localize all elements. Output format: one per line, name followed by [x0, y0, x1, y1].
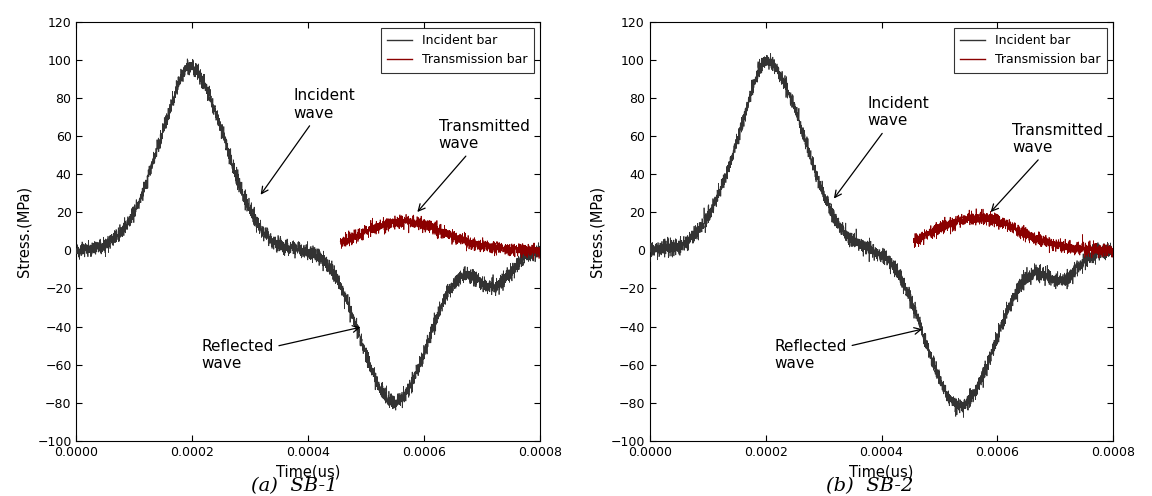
- Text: (b)  SB-2: (b) SB-2: [826, 477, 914, 495]
- Text: Incident
wave: Incident wave: [835, 96, 929, 197]
- Text: Transmitted
wave: Transmitted wave: [418, 119, 530, 211]
- Text: Reflected
wave: Reflected wave: [202, 326, 359, 372]
- Text: Transmitted
wave: Transmitted wave: [992, 123, 1102, 211]
- X-axis label: Time(us): Time(us): [276, 464, 341, 479]
- Text: Incident
wave: Incident wave: [262, 88, 356, 193]
- Y-axis label: Stress.(MPa): Stress.(MPa): [16, 186, 31, 277]
- Text: (a)  SB-1: (a) SB-1: [250, 477, 338, 495]
- Legend: Incident bar, Transmission bar: Incident bar, Transmission bar: [381, 28, 533, 73]
- Text: Reflected
wave: Reflected wave: [774, 328, 920, 372]
- X-axis label: Time(us): Time(us): [849, 464, 914, 479]
- Legend: Incident bar, Transmission bar: Incident bar, Transmission bar: [954, 28, 1107, 73]
- Y-axis label: Stress.(MPa): Stress.(MPa): [590, 186, 605, 277]
